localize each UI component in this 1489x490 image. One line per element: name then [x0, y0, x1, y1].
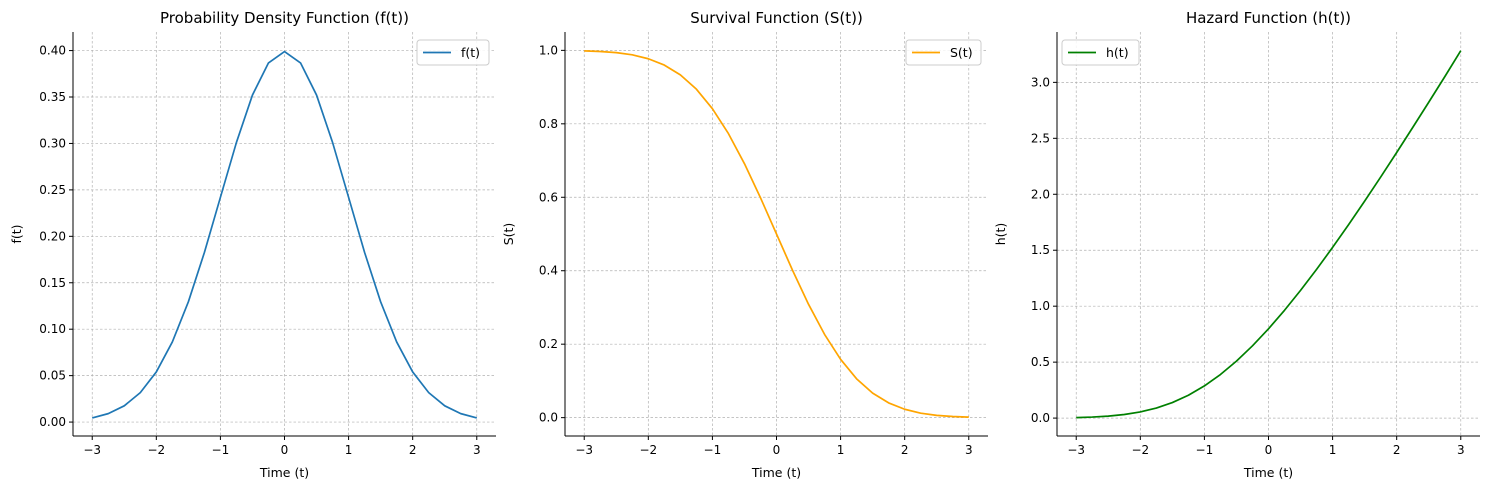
- series-line-S(t): [584, 49, 969, 419]
- x-tick-label: −1: [704, 443, 722, 457]
- grid: [73, 32, 496, 436]
- x-tick-label: −3: [83, 443, 101, 457]
- x-tick-label: 3: [965, 443, 973, 457]
- x-tick-label: 2: [901, 443, 909, 457]
- y-tick-label: 0.4: [539, 264, 558, 278]
- x-axis-label: Time (t): [751, 465, 801, 480]
- x-axis-label: Time (t): [1243, 465, 1293, 480]
- x-tick-label: 3: [1457, 443, 1465, 457]
- legend: f(t): [416, 39, 490, 66]
- x-tick-label: 0: [281, 443, 289, 457]
- y-tick-label: 2.0: [1031, 187, 1050, 201]
- y-tick-label: 3.0: [1031, 75, 1050, 89]
- x-tick-label: −1: [1196, 443, 1214, 457]
- y-tick-label: 0.6: [539, 190, 558, 204]
- x-tick-label: −1: [212, 443, 230, 457]
- y-tick-label: 0.25: [39, 183, 66, 197]
- y-tick-label: 1.5: [1031, 243, 1050, 257]
- y-tick-label: 1.0: [1031, 299, 1050, 313]
- x-tick-label: −3: [575, 443, 593, 457]
- x-tick-label: −2: [639, 443, 657, 457]
- series-line-h(t): [1076, 50, 1462, 419]
- y-tick-label: 0.20: [39, 229, 66, 243]
- y-axis-label: S(t): [501, 223, 516, 246]
- x-axis-label: Time (t): [259, 465, 309, 480]
- y-tick-label: 2.5: [1031, 131, 1050, 145]
- x-tick-label: 1: [837, 443, 845, 457]
- y-tick-label: 0.05: [39, 369, 66, 383]
- x-tick-label: 3: [473, 443, 481, 457]
- legend-box: [905, 39, 982, 66]
- chart-panel-1: −3 −2 −1 0 1 2 3 0.00 0.05 0.10 0.15 0.20 0.25 0.30 0.…: [9, 9, 496, 480]
- x-tick-label: −2: [1131, 443, 1149, 457]
- y-tick-label: 0.8: [539, 117, 558, 131]
- legend-label: h(t): [1106, 45, 1129, 60]
- y-tick-label: 0.2: [539, 337, 558, 351]
- y-tick-label: 0.10: [39, 322, 66, 336]
- y-tick-label: 0.0: [539, 411, 558, 425]
- y-tick-label: 1.0: [539, 43, 558, 57]
- x-tick-label: 0: [1265, 443, 1273, 457]
- legend: S(t): [905, 39, 982, 66]
- y-tick-label: 0.35: [39, 90, 66, 104]
- y-axis-label: h(t): [993, 223, 1008, 246]
- y-tick-label: 0.0: [1031, 411, 1050, 425]
- series-line-f(t): [92, 50, 477, 419]
- y-tick-label: 0.5: [1031, 355, 1050, 369]
- x-tick-label: −2: [147, 443, 165, 457]
- legend-box: [416, 39, 490, 66]
- chart-panel-3: −3 −2 −1 0 1 2 3 0.0 0.5 1.0 1.5 2.0 2.5 3.0 Hazard Fu…: [993, 9, 1480, 480]
- chart-title: Hazard Function (h(t)): [1186, 9, 1351, 27]
- legend: h(t): [1061, 39, 1140, 66]
- y-tick-label: 0.40: [39, 44, 66, 58]
- chart-title: Survival Function (S(t)): [690, 9, 863, 27]
- y-tick-label: 0.15: [39, 276, 66, 290]
- x-tick-label: −3: [1067, 443, 1085, 457]
- x-tick-label: 2: [1393, 443, 1401, 457]
- chart-panel-2: −3 −2 −1 0 1 2 3 0.0 0.2 0.4 0.6 0.8 1.0 Survival Fun…: [501, 9, 988, 480]
- y-axis-label: f(t): [9, 224, 24, 243]
- x-tick-label: 1: [345, 443, 353, 457]
- legend-label: S(t): [950, 45, 973, 60]
- x-tick-label: 1: [1329, 443, 1337, 457]
- legend-label: f(t): [461, 45, 480, 60]
- legend-box: [1061, 39, 1140, 66]
- chart-title: Probability Density Function (f(t)): [160, 9, 409, 27]
- x-tick-label: 0: [773, 443, 781, 457]
- grid: [1057, 32, 1480, 436]
- y-tick-label: 0.00: [39, 415, 66, 429]
- y-tick-label: 0.30: [39, 136, 66, 150]
- x-tick-label: 2: [409, 443, 417, 457]
